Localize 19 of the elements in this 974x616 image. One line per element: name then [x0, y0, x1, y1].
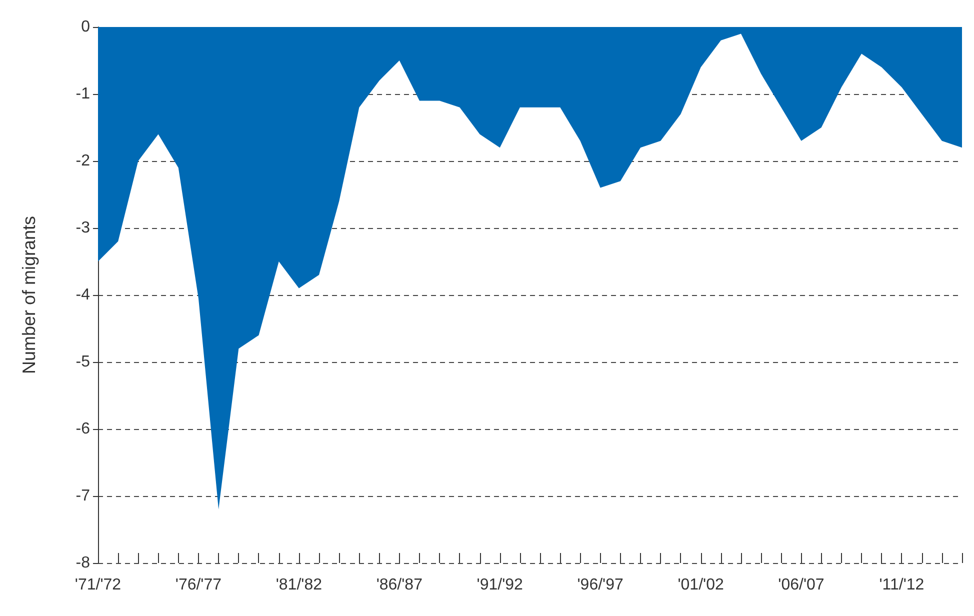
y-tick-label: -8 [76, 554, 90, 572]
y-tick-label: -3 [76, 220, 90, 236]
y-tick-label: -5 [76, 354, 90, 370]
y-tick-label: -6 [76, 420, 90, 438]
x-tick-label: '81/'82 [276, 576, 322, 594]
y-axis-title: Number of migrants [19, 216, 39, 374]
x-tick-label: '01/'02 [678, 576, 724, 594]
y-tick-label: -4 [76, 286, 90, 304]
x-tick-label: '06/'07 [778, 576, 824, 594]
x-tick-label: '86/'87 [376, 576, 423, 594]
y-tick-label: -1 [76, 86, 90, 102]
x-tick-label: '71/'72 [74, 576, 122, 594]
y-tick-label: -2 [76, 152, 90, 170]
x-tick-label: '91/'92 [476, 576, 524, 594]
y-tick-label: -7 [76, 488, 90, 504]
y-tick-label: 0 [81, 18, 90, 36]
x-tick-label: '96/'97 [577, 576, 624, 594]
x-tick-label: '76/'77 [175, 576, 222, 594]
x-tick-label: '11/'12 [879, 576, 924, 594]
